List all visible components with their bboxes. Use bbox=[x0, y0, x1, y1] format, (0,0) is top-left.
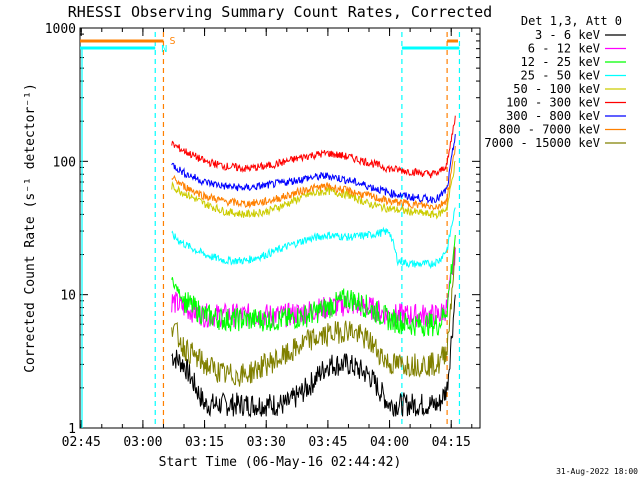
x-tick-label: 02:45 bbox=[62, 435, 101, 450]
legend-label: 6 - 12 keV bbox=[528, 42, 600, 56]
series-lines bbox=[171, 115, 456, 418]
y-tick-label: 100 bbox=[53, 155, 76, 170]
legend-label: 25 - 50 keV bbox=[521, 69, 600, 83]
x-tick-label: 03:45 bbox=[308, 435, 347, 450]
footer-date: 31-Aug-2022 18:00 bbox=[556, 467, 638, 476]
x-tick-label: 03:30 bbox=[247, 435, 286, 450]
series-line bbox=[171, 115, 456, 179]
x-tick-label: 03:15 bbox=[185, 435, 224, 450]
x-tick-label: 03:00 bbox=[123, 435, 162, 450]
series-line bbox=[171, 246, 456, 387]
chart-title: RHESSI Observing Summary Count Rates, Co… bbox=[68, 3, 492, 21]
series-line bbox=[171, 294, 456, 418]
legend-label: 12 - 25 keV bbox=[521, 55, 600, 69]
y-axis-label: Corrected Count Rate (s⁻¹ detector⁻¹) bbox=[23, 83, 38, 373]
instrument-markers: SN bbox=[80, 32, 461, 428]
plot-frame bbox=[79, 27, 481, 429]
series-line bbox=[171, 207, 456, 270]
legend-title: Det 1,3, Att 0 bbox=[521, 14, 622, 28]
y-tick-label: 1 bbox=[68, 422, 76, 437]
legend-label: 300 - 800 keV bbox=[506, 109, 600, 123]
x-axis-label: Start Time (06-May-16 02:44:42) bbox=[159, 455, 402, 470]
x-tick-label: 04:00 bbox=[370, 435, 409, 450]
legend-label: 7000 - 15000 keV bbox=[484, 136, 600, 150]
series-line bbox=[171, 160, 456, 220]
series-line bbox=[171, 146, 456, 211]
legend-label: 100 - 300 keV bbox=[506, 96, 600, 110]
series-line bbox=[171, 247, 456, 328]
legend-label: 3 - 6 keV bbox=[535, 28, 600, 42]
legend-label: 800 - 7000 keV bbox=[499, 123, 600, 137]
series-line bbox=[171, 234, 456, 337]
y-tick-label: 10 bbox=[60, 289, 76, 304]
marker-label: S bbox=[169, 36, 175, 47]
y-tick-label: 1000 bbox=[45, 22, 76, 37]
x-axis: 02:45 03:00 03:15 03:30 03:45 04:00 04:15 bbox=[62, 28, 473, 450]
series-line bbox=[171, 134, 456, 205]
x-tick-label: 04:15 bbox=[432, 435, 471, 450]
y-axis: 1 10 100 1000 bbox=[45, 22, 480, 437]
legend-label: 50 - 100 keV bbox=[513, 82, 600, 96]
marker-label: N bbox=[161, 44, 167, 55]
